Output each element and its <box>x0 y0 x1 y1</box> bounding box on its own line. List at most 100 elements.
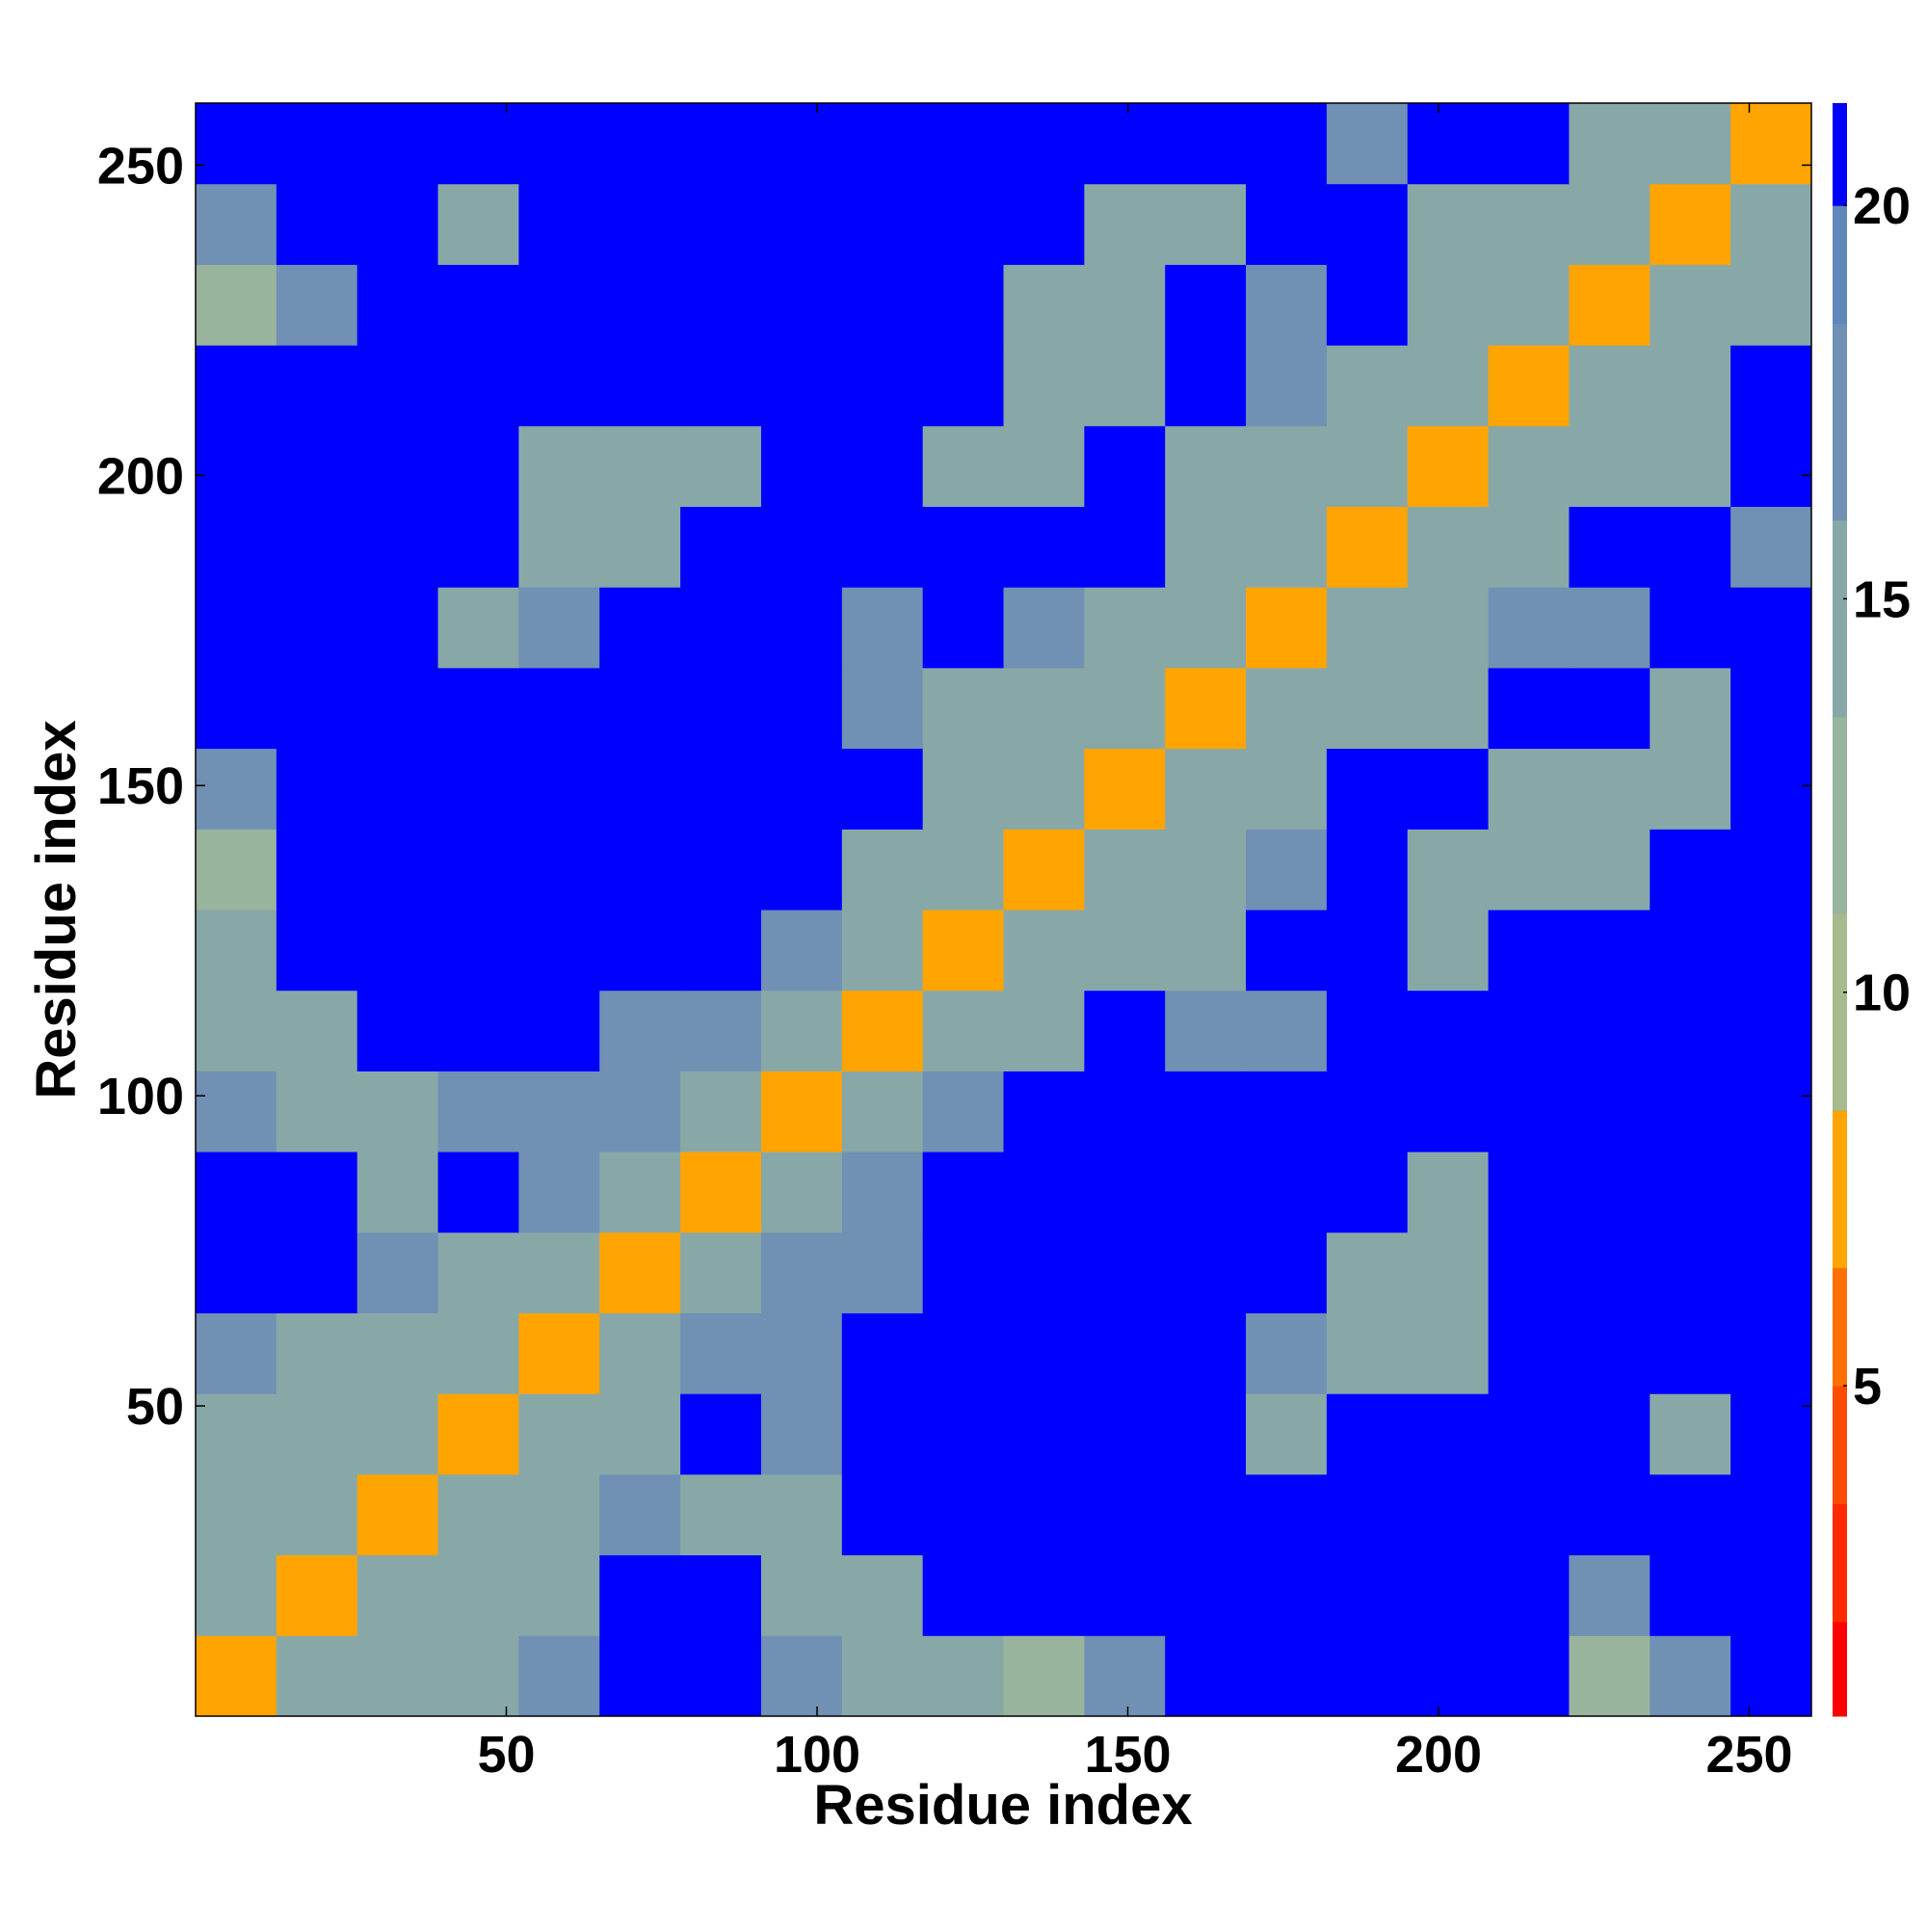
heatmap-cell <box>518 748 600 830</box>
heatmap-cell <box>518 1151 600 1233</box>
heatmap-cell <box>599 1473 681 1556</box>
heatmap-cell <box>922 506 1004 588</box>
heatmap-cell <box>922 345 1004 427</box>
heatmap-cell <box>356 829 439 911</box>
heatmap-cell <box>599 506 681 588</box>
heatmap-cell <box>1407 1554 1490 1636</box>
heatmap-cell <box>1730 264 1812 346</box>
heatmap-cell <box>1488 1151 1570 1233</box>
heatmap-cell <box>1569 667 1650 750</box>
heatmap-cell <box>1084 1231 1166 1313</box>
heatmap-cell <box>1569 103 1650 185</box>
heatmap-cell <box>1326 1393 1409 1475</box>
heatmap-cell <box>1650 1473 1731 1556</box>
heatmap-cell <box>760 103 843 185</box>
heatmap-cell <box>841 183 924 265</box>
heatmap-cell <box>1488 990 1570 1072</box>
heatmap-cell <box>1165 103 1247 185</box>
heatmap-cell <box>1084 990 1166 1072</box>
heatmap-cell <box>437 264 519 346</box>
heatmap-cell <box>1084 910 1166 992</box>
colorbar-segment <box>1833 1622 1847 1717</box>
heatmap-cell <box>1003 183 1085 265</box>
heatmap-cell <box>680 1554 762 1636</box>
heatmap-cell <box>196 345 277 427</box>
heatmap-cell <box>1326 748 1409 830</box>
heatmap-cell <box>1003 1071 1085 1152</box>
heatmap-cell <box>1003 1312 1085 1394</box>
heatmap-cell <box>437 1312 519 1394</box>
heatmap-cell <box>1407 183 1490 265</box>
heatmap-cell <box>1407 748 1490 830</box>
x-axis-label: Residue index <box>813 1774 1192 1837</box>
heatmap-cell <box>1003 667 1085 750</box>
heatmap-cell <box>437 103 519 185</box>
heatmap-cell <box>680 1151 762 1233</box>
heatmap-cell <box>1084 1071 1166 1152</box>
heatmap-cell <box>196 264 277 346</box>
heatmap-cell <box>1650 1151 1731 1233</box>
heatmap-cell <box>1407 1473 1490 1556</box>
heatmap-cell <box>1650 1554 1731 1636</box>
heatmap-cell <box>1488 345 1570 427</box>
heatmap-cell <box>518 506 600 588</box>
heatmap-cell <box>680 1635 762 1717</box>
heatmap-cell <box>196 1554 277 1636</box>
heatmap-cell <box>1246 748 1328 830</box>
heatmap-cell <box>922 748 1004 830</box>
heatmap-cell <box>841 910 924 992</box>
heatmap-cell <box>1730 345 1812 427</box>
heatmap-cell <box>1246 425 1328 507</box>
heatmap-cell <box>760 1393 843 1475</box>
heatmap-cell <box>276 1151 358 1233</box>
heatmap-cell <box>518 1231 600 1313</box>
colorbar-segment <box>1833 205 1847 325</box>
heatmap-cell <box>356 183 439 265</box>
heatmap-cell <box>760 1231 843 1313</box>
heatmap-cell <box>1569 1393 1650 1475</box>
heatmap-cell <box>1165 425 1247 507</box>
heatmap-cell <box>196 1151 277 1233</box>
heatmap-cell <box>922 587 1004 669</box>
heatmap-cell <box>1569 990 1650 1072</box>
heatmap-cell <box>1569 829 1650 911</box>
heatmap-cell <box>1246 103 1328 185</box>
heatmap-cell <box>680 103 762 185</box>
heatmap-cell <box>1246 506 1328 588</box>
heatmap-cell <box>1084 667 1166 750</box>
heatmap-cell <box>841 748 924 830</box>
heatmap-cell <box>276 1554 358 1636</box>
heatmap-cell <box>680 910 762 992</box>
heatmap-cell <box>518 587 600 669</box>
heatmap-cell <box>760 748 843 830</box>
heatmap-cell <box>1569 264 1650 346</box>
heatmap-cell <box>1165 1554 1247 1636</box>
heatmap-cell <box>1650 506 1731 588</box>
heatmap-cell <box>1084 425 1166 507</box>
heatmap-cell <box>1326 1473 1409 1556</box>
colorbar-tick-label: 5 <box>1853 1358 1882 1416</box>
heatmap-cell <box>1730 1635 1812 1717</box>
heatmap-cell <box>1488 1071 1570 1152</box>
heatmap-cell <box>599 1635 681 1717</box>
heatmap-cell <box>680 587 762 669</box>
heatmap-cell <box>922 1312 1004 1394</box>
heatmap-cell <box>1730 1151 1812 1233</box>
heatmap-cell <box>1569 1231 1650 1313</box>
heatmap-cell <box>1407 587 1490 669</box>
heatmap-cell <box>356 1151 439 1233</box>
heatmap-cell <box>1407 667 1490 750</box>
heatmap-cell <box>276 1231 358 1313</box>
heatmap-cell <box>1246 829 1328 911</box>
heatmap-cell <box>1407 506 1490 588</box>
heatmap-cell <box>276 264 358 346</box>
heatmap-cell <box>437 183 519 265</box>
heatmap-cell <box>1326 1312 1409 1394</box>
heatmap-cell <box>922 1635 1004 1717</box>
heatmap-cell <box>1003 910 1085 992</box>
heatmap-cell <box>760 345 843 427</box>
heatmap-cell <box>276 345 358 427</box>
y-tick-label: 50 <box>126 1378 184 1436</box>
heatmap-cell <box>1407 1312 1490 1394</box>
colorbar-segment <box>1833 323 1847 521</box>
